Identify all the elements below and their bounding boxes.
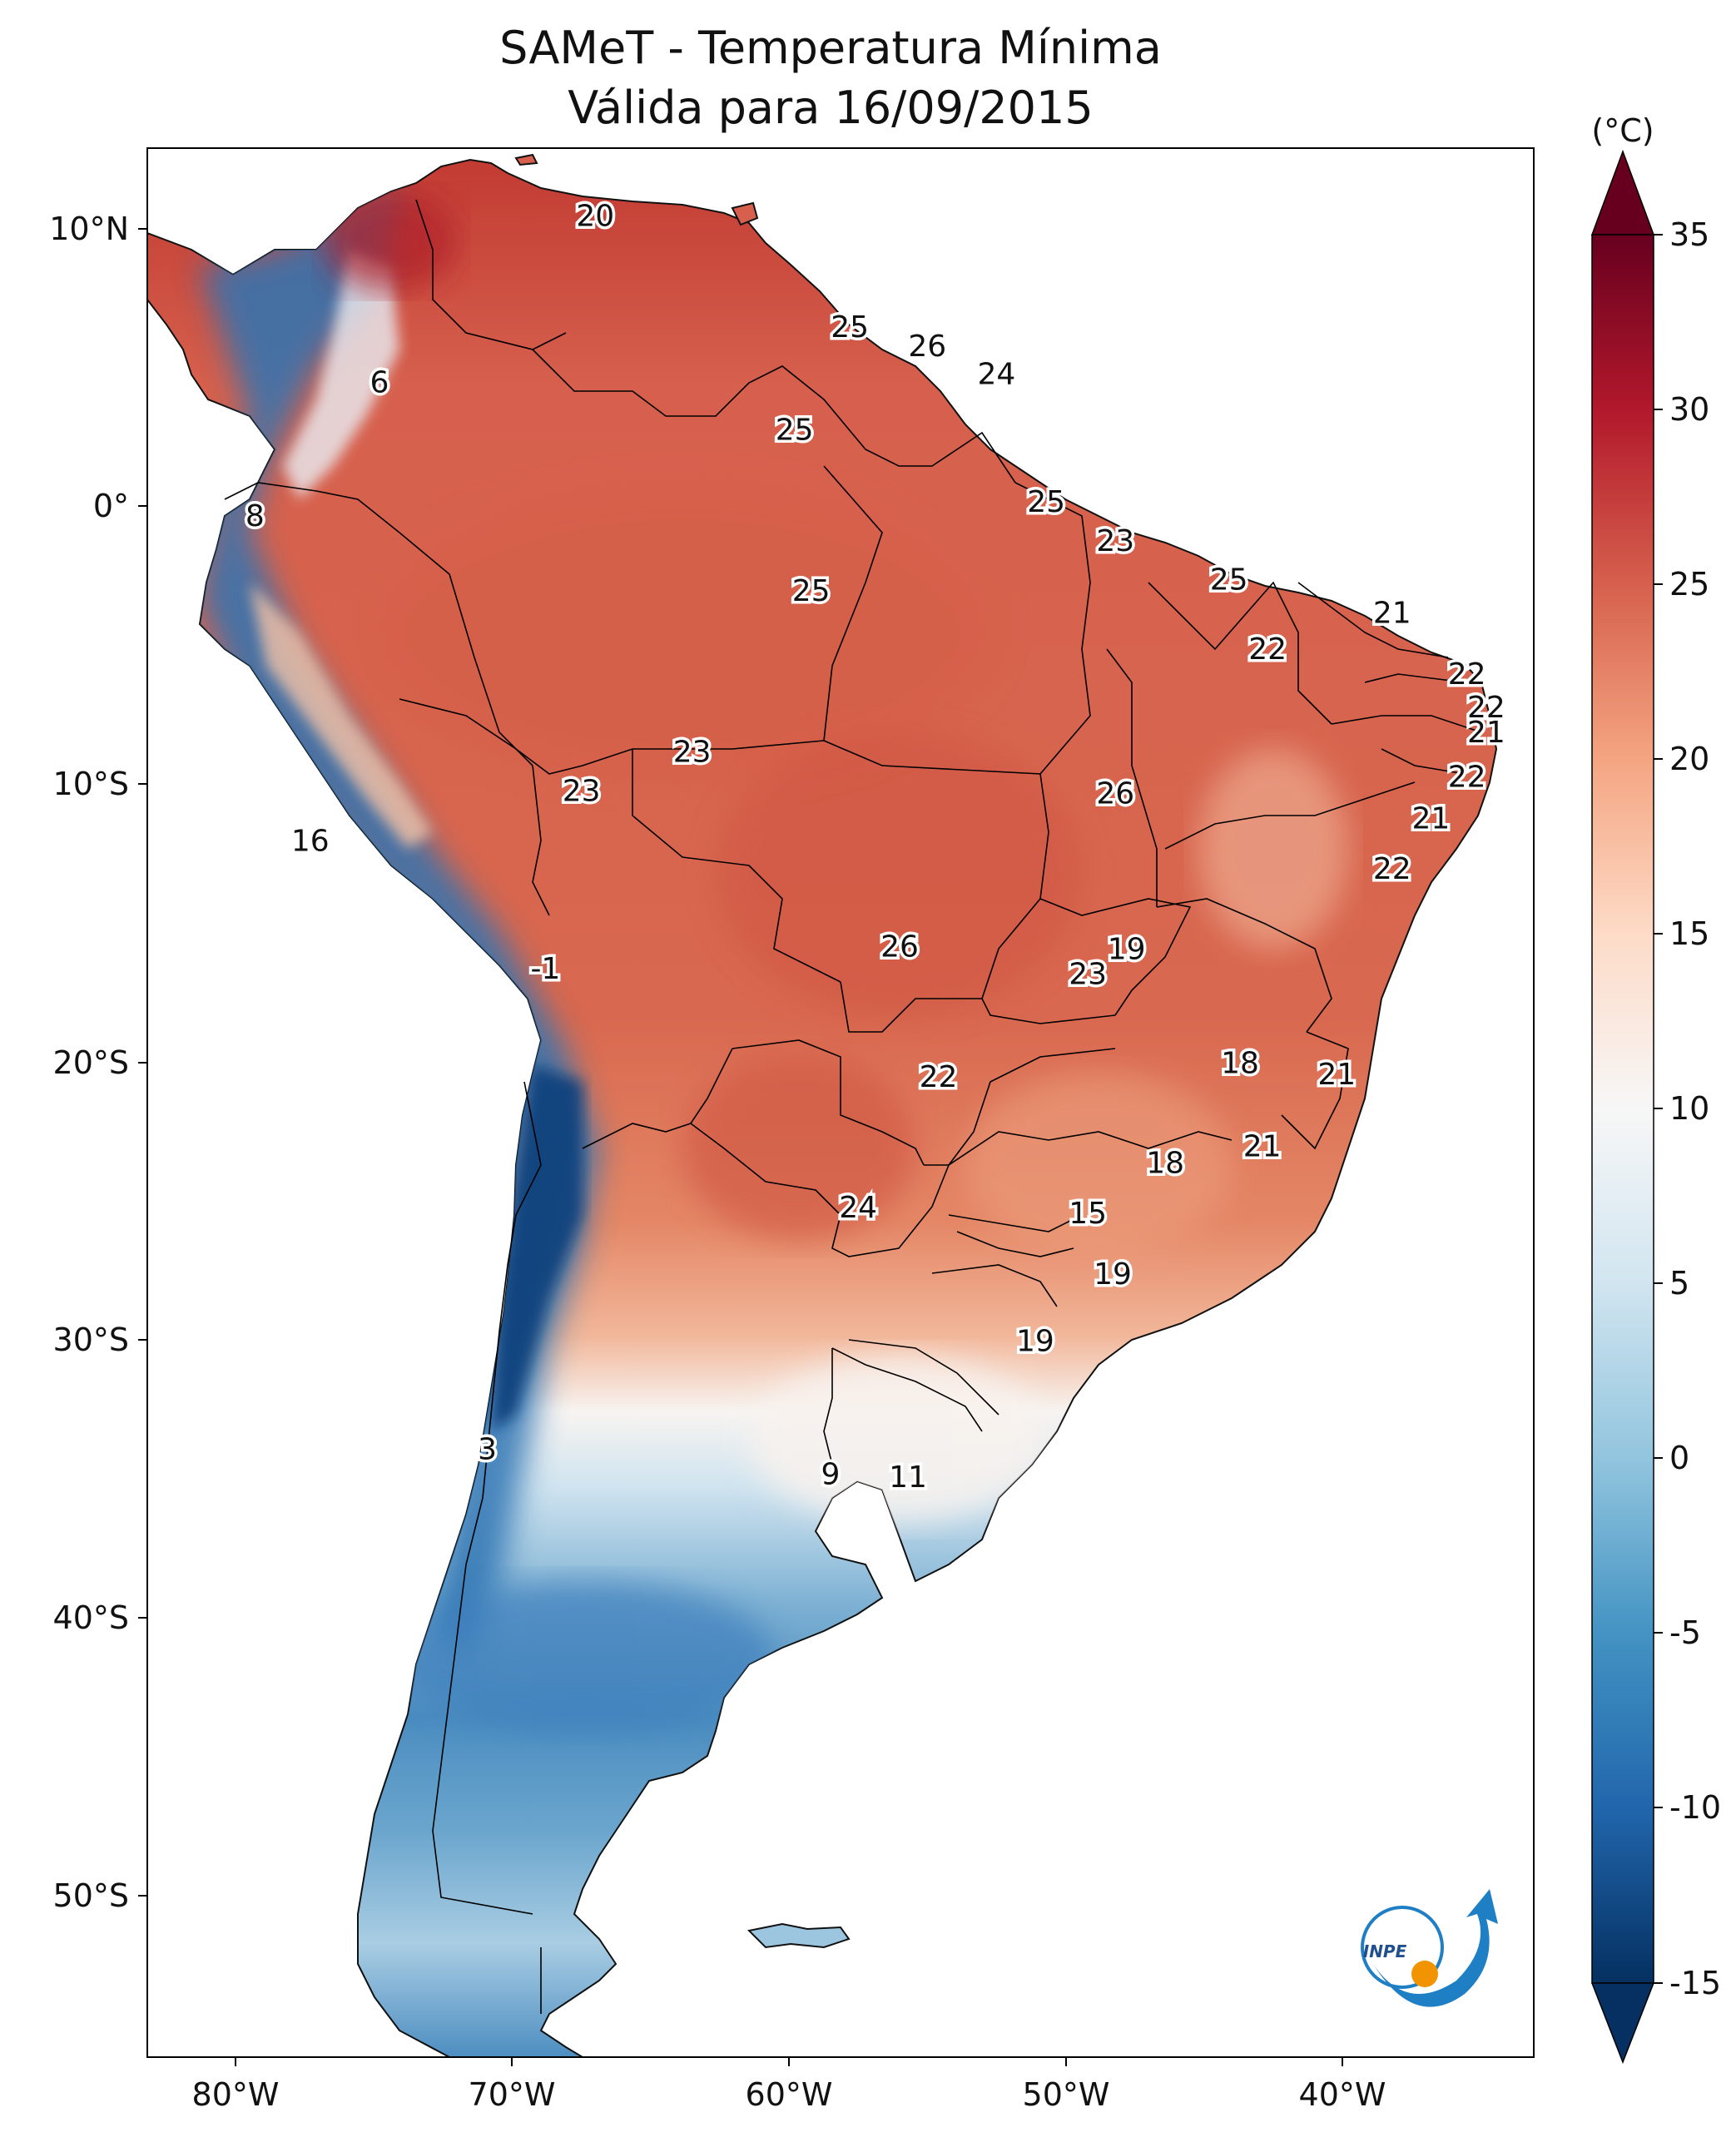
colorbar-ticks — [1654, 234, 1663, 1984]
colorbar-tick-label: 35 — [1669, 216, 1709, 253]
inpe-logo: INPE — [1361, 1889, 1498, 2007]
temperature-label: 6 — [370, 366, 389, 400]
lon-tick-label: 80°W — [192, 2076, 280, 2113]
lon-tick-label: 60°W — [746, 2076, 833, 2113]
temperature-label: 19 — [1108, 933, 1146, 967]
temperature-label: 21 — [1411, 802, 1450, 836]
lat-tick-label: 0° — [93, 488, 129, 524]
temperature-label: 25 — [831, 310, 869, 345]
temperature-label: 21 — [1373, 597, 1411, 631]
lat-tick-label: 20°S — [53, 1044, 129, 1081]
temperature-label: 26 — [1096, 777, 1134, 811]
lat-tick-label: 10°S — [53, 766, 129, 802]
trinidad-and-caribbean-islands — [514, 153, 759, 226]
lat-tick-label: 40°S — [53, 1599, 129, 1636]
temperature-label: 21 — [1467, 716, 1505, 750]
colorbar-tick-label: 5 — [1669, 1265, 1689, 1302]
colorbar-tick-label: 30 — [1669, 391, 1709, 428]
temperature-label: 25 — [1210, 563, 1248, 598]
temperature-label: 25 — [1027, 485, 1065, 519]
colorbar-tick-label: 10 — [1669, 1090, 1709, 1127]
temperature-label: 3 — [478, 1433, 497, 1467]
lat-tick-label: 50°S — [53, 1877, 129, 1914]
inpe-logo-ring — [1361, 1906, 1444, 1989]
colorbar-tick-label: 15 — [1669, 915, 1709, 952]
map-title-line1: SAMeT - Temperatura Mínima — [499, 22, 1162, 74]
map-frame — [146, 147, 1535, 2058]
temperature-label: 8 — [246, 499, 265, 533]
temperature-label: 22 — [1373, 852, 1411, 886]
colorbar: (°C) 35 30 25 20 15 10 5 0 -5 -10 — [1590, 112, 1721, 2065]
latitude-axis: 10°N 0° 10°S 20°S 30°S 40°S 50°S — [49, 211, 147, 1914]
political-boundaries — [224, 199, 1482, 2014]
temperature-label: 18 — [1221, 1047, 1259, 1081]
temperature-label: 25 — [792, 574, 831, 608]
temperature-label: 25 — [776, 413, 814, 447]
colorbar-bottom-extension — [1590, 1982, 1655, 2065]
temperature-label: 24 — [839, 1191, 877, 1225]
colorbar-tick-label: -5 — [1669, 1614, 1701, 1651]
lat-tick-label: 30°S — [53, 1321, 129, 1358]
longitude-axis: 80°W 70°W 60°W 50°W 40°W — [192, 2057, 1386, 2113]
temperature-label: 21 — [1317, 1058, 1356, 1092]
colorbar-tick-label: -10 — [1669, 1789, 1721, 1826]
temperature-label: -1 — [530, 952, 560, 986]
lon-tick-label: 40°W — [1299, 2076, 1386, 2113]
temperature-label: 18 — [1146, 1147, 1184, 1181]
map-area — [147, 148, 1534, 2057]
temperature-label: 23 — [673, 736, 712, 770]
colorbar-tick-labels: 35 30 25 20 15 10 5 0 -5 -10 -15 — [1669, 216, 1721, 2001]
temperature-label: 23 — [1096, 524, 1134, 558]
temperature-label: 22 — [920, 1060, 958, 1094]
temperature-label: 20 — [576, 199, 614, 233]
colorbar-tick-label: 25 — [1669, 566, 1709, 602]
temperature-label: 16 — [291, 824, 330, 858]
inpe-logo-dot — [1411, 1961, 1438, 1987]
colorbar-tick-label: 0 — [1669, 1440, 1689, 1476]
inpe-logo-text: INPE — [1363, 1941, 1407, 1961]
lon-tick-label: 50°W — [1023, 2076, 1110, 2113]
falkland-islands — [746, 1922, 851, 1949]
temperature-label: 22 — [1248, 632, 1287, 667]
temperature-label: 24 — [977, 358, 1015, 392]
temperature-label: 9 — [821, 1458, 840, 1492]
lat-tick-label: 10°N — [49, 211, 129, 247]
temperature-label: 22 — [1448, 761, 1486, 795]
colorbar-unit: (°C) — [1591, 112, 1654, 149]
colorbar-scale — [1591, 234, 1654, 1984]
temperature-label: 22 — [1467, 691, 1505, 725]
colorbar-tick-label: -15 — [1669, 1965, 1721, 2001]
colorbar-top-extension — [1590, 149, 1655, 236]
map-title-line2: Válida para 16/09/2015 — [568, 82, 1093, 134]
temperature-label: 22 — [1448, 657, 1486, 692]
colorbar-tick-label: 20 — [1669, 741, 1709, 777]
temperature-label: 21 — [1243, 1130, 1282, 1164]
temperature-label: 23 — [1069, 958, 1107, 992]
temperature-label: 19 — [1094, 1257, 1132, 1292]
temperature-label: 15 — [1069, 1197, 1107, 1231]
temperature-label: 19 — [1016, 1324, 1054, 1358]
temperature-label: 23 — [563, 774, 601, 808]
inpe-logo-swoosh — [1373, 1889, 1498, 2007]
lon-tick-label: 70°W — [469, 2076, 556, 2113]
temperature-label: 26 — [880, 930, 919, 964]
temperature-label: 11 — [889, 1460, 927, 1495]
temperature-label: 26 — [908, 330, 946, 364]
